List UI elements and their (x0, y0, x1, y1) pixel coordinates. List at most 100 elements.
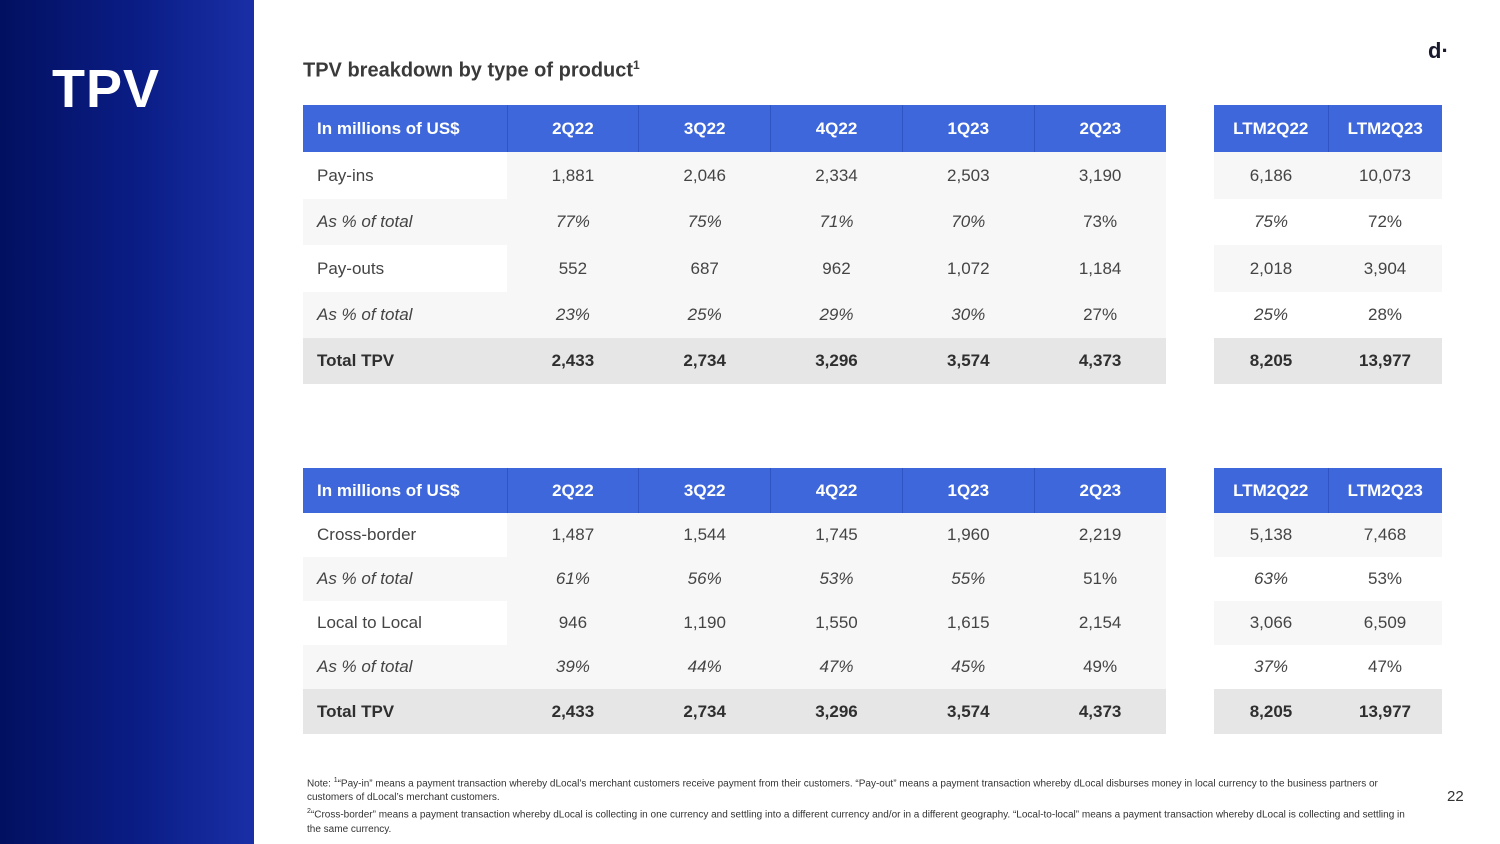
table-cell: 2,046 (638, 152, 771, 199)
table-cell: 55% (902, 557, 1035, 601)
table-cell: 44% (638, 645, 771, 689)
table-cell: 1,550 (770, 601, 903, 645)
table-cell: 77% (507, 199, 639, 245)
table-cell: 13,977 (1328, 689, 1442, 734)
table-cell: 1,615 (902, 601, 1035, 645)
table-cell: 7,468 (1328, 513, 1442, 557)
table-row: As % of total 39% 44% 47% 45% 49% (303, 645, 1166, 689)
column-header: 2Q22 (507, 468, 640, 513)
table-cell: 10,073 (1328, 152, 1442, 199)
table-cell: 47% (1328, 645, 1442, 689)
slide-title: TPV (52, 59, 161, 119)
table-cell: 45% (902, 645, 1035, 689)
table-row: 5,138 7,468 (1214, 513, 1442, 557)
table-cell: 37% (1214, 645, 1328, 689)
table-crossborder-local: In millions of US$ 2Q22 3Q22 4Q22 1Q23 2… (303, 468, 1166, 734)
table-cell: 53% (1328, 557, 1442, 601)
table-cell: 30% (902, 292, 1035, 338)
table-cell: 8,205 (1214, 689, 1328, 734)
table-cell: 25% (1214, 292, 1328, 338)
footnote-prefix: Note: (307, 778, 334, 790)
table-cell: 3,904 (1328, 245, 1442, 292)
table-cell: 56% (638, 557, 771, 601)
table-cell: 2,734 (638, 689, 771, 734)
left-panel: TPV (0, 0, 254, 844)
table-cell: 3,296 (770, 338, 903, 384)
row-label: Cross-border (303, 513, 507, 557)
table-cell: 13,977 (1328, 338, 1442, 384)
table-row: Local to Local 946 1,190 1,550 1,615 2,1… (303, 601, 1166, 645)
row-label: Pay-outs (303, 245, 507, 292)
table-cell: 2,334 (770, 152, 903, 199)
table-cell: 687 (638, 245, 771, 292)
column-header: LTM2Q22 (1214, 468, 1329, 513)
table-cell: 2,433 (507, 689, 639, 734)
table-cell: 73% (1034, 199, 1166, 245)
column-header: 1Q23 (902, 105, 1035, 152)
table-row: 6,186 10,073 (1214, 152, 1442, 199)
table-ltm-crossborder-local: LTM2Q22 LTM2Q23 5,138 7,468 63% 53% 3,06… (1214, 468, 1442, 734)
dlocal-logo: d· (1428, 38, 1449, 63)
footnote-text-1: “Pay-in” means a payment transaction whe… (307, 778, 1378, 804)
row-label: As % of total (303, 557, 507, 601)
column-header: LTM2Q23 (1328, 105, 1442, 152)
table-cell: 8,205 (1214, 338, 1328, 384)
table-row: As % of total 61% 56% 53% 55% 51% (303, 557, 1166, 601)
column-header: LTM2Q22 (1214, 105, 1329, 152)
table-cell: 4,373 (1034, 689, 1166, 734)
table-cell: 25% (638, 292, 771, 338)
footnote-marker-2: 2 (307, 808, 311, 816)
row-label: Total TPV (303, 338, 507, 384)
table-cell: 51% (1034, 557, 1166, 601)
table-row: 75% 72% (1214, 199, 1442, 245)
table-cell: 1,745 (770, 513, 903, 557)
table-cell: 5,138 (1214, 513, 1328, 557)
table-cell: 962 (770, 245, 903, 292)
section-title-text: TPV breakdown by type of product (303, 59, 634, 82)
section-title: TPV breakdown by type of product1 (303, 58, 640, 83)
table-row: 37% 47% (1214, 645, 1442, 689)
table-cell: 70% (902, 199, 1035, 245)
table-cell: 39% (507, 645, 639, 689)
table-cell: 29% (770, 292, 903, 338)
table-cell: 3,574 (902, 689, 1035, 734)
table-cell: 1,544 (638, 513, 771, 557)
table-header-row: In millions of US$ 2Q22 3Q22 4Q22 1Q23 2… (303, 105, 1166, 152)
table-cell: 75% (638, 199, 771, 245)
table-cell: 1,881 (507, 152, 639, 199)
table-cell: 6,186 (1214, 152, 1328, 199)
column-header: LTM2Q23 (1328, 468, 1442, 513)
table-cell: 2,154 (1034, 601, 1166, 645)
column-header: 4Q22 (770, 105, 903, 152)
table-cell: 3,574 (902, 338, 1035, 384)
column-header: 2Q22 (507, 105, 640, 152)
table-row: As % of total 77% 75% 71% 70% 73% (303, 199, 1166, 245)
table-row: Pay-outs 552 687 962 1,072 1,184 (303, 245, 1166, 292)
row-label: As % of total (303, 199, 507, 245)
table-cell: 3,296 (770, 689, 903, 734)
table-row: Pay-ins 1,881 2,046 2,334 2,503 3,190 (303, 152, 1166, 199)
row-label: Local to Local (303, 601, 507, 645)
table-cell: 63% (1214, 557, 1328, 601)
table-row: As % of total 23% 25% 29% 30% 27% (303, 292, 1166, 338)
footnote-text-2: “Cross-border” means a payment transacti… (307, 809, 1405, 835)
column-header: 1Q23 (902, 468, 1035, 513)
table-row: 2,018 3,904 (1214, 245, 1442, 292)
table-row: 3,066 6,509 (1214, 601, 1442, 645)
table-row: 63% 53% (1214, 557, 1442, 601)
table-cell: 2,433 (507, 338, 639, 384)
table-cell: 1,072 (902, 245, 1035, 292)
table-cell: 4,373 (1034, 338, 1166, 384)
table-ltm-payins-payouts: LTM2Q22 LTM2Q23 6,186 10,073 75% 72% 2,0… (1214, 105, 1442, 384)
table-header-row: In millions of US$ 2Q22 3Q22 4Q22 1Q23 2… (303, 468, 1166, 513)
table-cell: 2,734 (638, 338, 771, 384)
section-title-footnote: 1 (633, 58, 640, 72)
table-cell: 27% (1034, 292, 1166, 338)
table-cell: 75% (1214, 199, 1328, 245)
table-cell: 3,066 (1214, 601, 1328, 645)
footnote: Note: 1“Pay-in” means a payment transact… (307, 774, 1417, 837)
table-cell: 3,190 (1034, 152, 1166, 199)
column-header: In millions of US$ (303, 105, 508, 152)
row-label: Total TPV (303, 689, 507, 734)
table-cell: 23% (507, 292, 639, 338)
